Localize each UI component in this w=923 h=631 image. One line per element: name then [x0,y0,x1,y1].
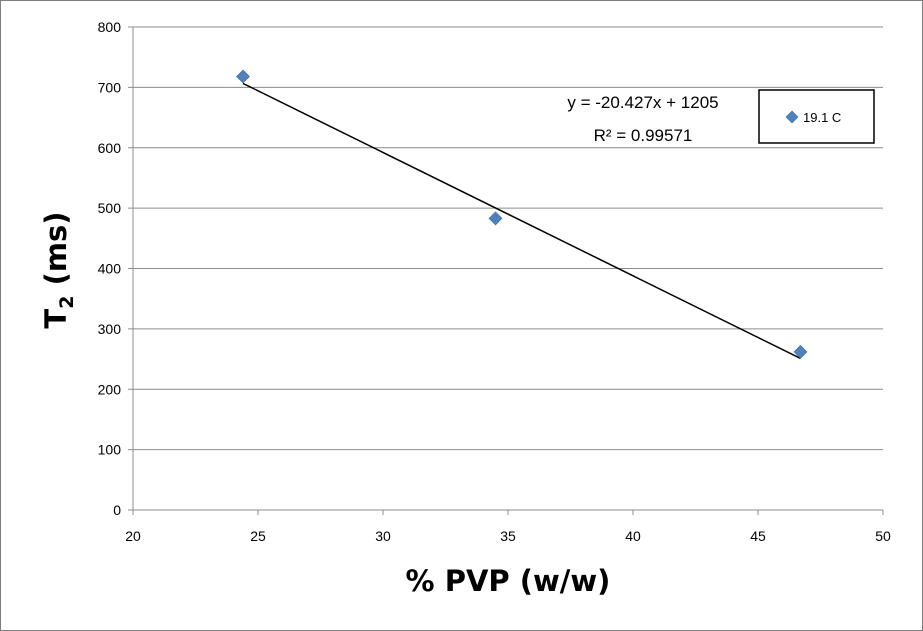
y-tick-label: 800 [98,19,122,35]
x-tick-label: 30 [375,528,391,544]
y-axis-title: T2 (ms) [39,211,78,328]
legend: 19.1 C [758,89,875,144]
trendline-equation: y = -20.427x + 1205 [567,93,718,112]
x-tick-label: 25 [250,528,266,544]
y-axis-title-subscript: 2 [56,296,78,309]
x-tick-label: 45 [750,528,766,544]
trendline [242,82,801,360]
y-tick-label: 500 [98,200,122,216]
y-tick-label: 0 [113,502,121,518]
gridlines [133,26,883,451]
y-tick-label: 700 [98,79,122,95]
y-tick-labels: 0 100 200 300 400 500 600 700 800 [98,19,122,518]
x-tick-label: 50 [875,528,891,544]
data-point [236,69,250,84]
x-tick-labels: 20 25 30 35 40 45 50 [125,528,891,544]
y-tick-label: 300 [98,321,122,337]
axes [128,26,884,515]
y-tick-label: 400 [98,261,122,277]
legend-box [758,89,875,144]
data-point [793,344,808,359]
trendline-line [242,82,801,360]
y-tick-label: 200 [98,381,122,397]
y-tick-label: 600 [98,140,122,156]
legend-marker [785,110,799,124]
y-axis-title-tail: (ms) [39,211,73,295]
x-tick-label: 35 [500,528,516,544]
x-tick-label: 20 [125,528,141,544]
data-points [236,69,808,359]
y-axis-title-main: T [39,309,73,329]
data-point [488,211,503,226]
x-axis-title: % PVP (w/w) [406,564,611,598]
trendline-r-squared: R² = 0.99571 [594,126,693,145]
x-tick-label: 40 [625,528,641,544]
y-tick-label: 100 [98,442,122,458]
legend-label: 19.1 C [803,110,841,125]
